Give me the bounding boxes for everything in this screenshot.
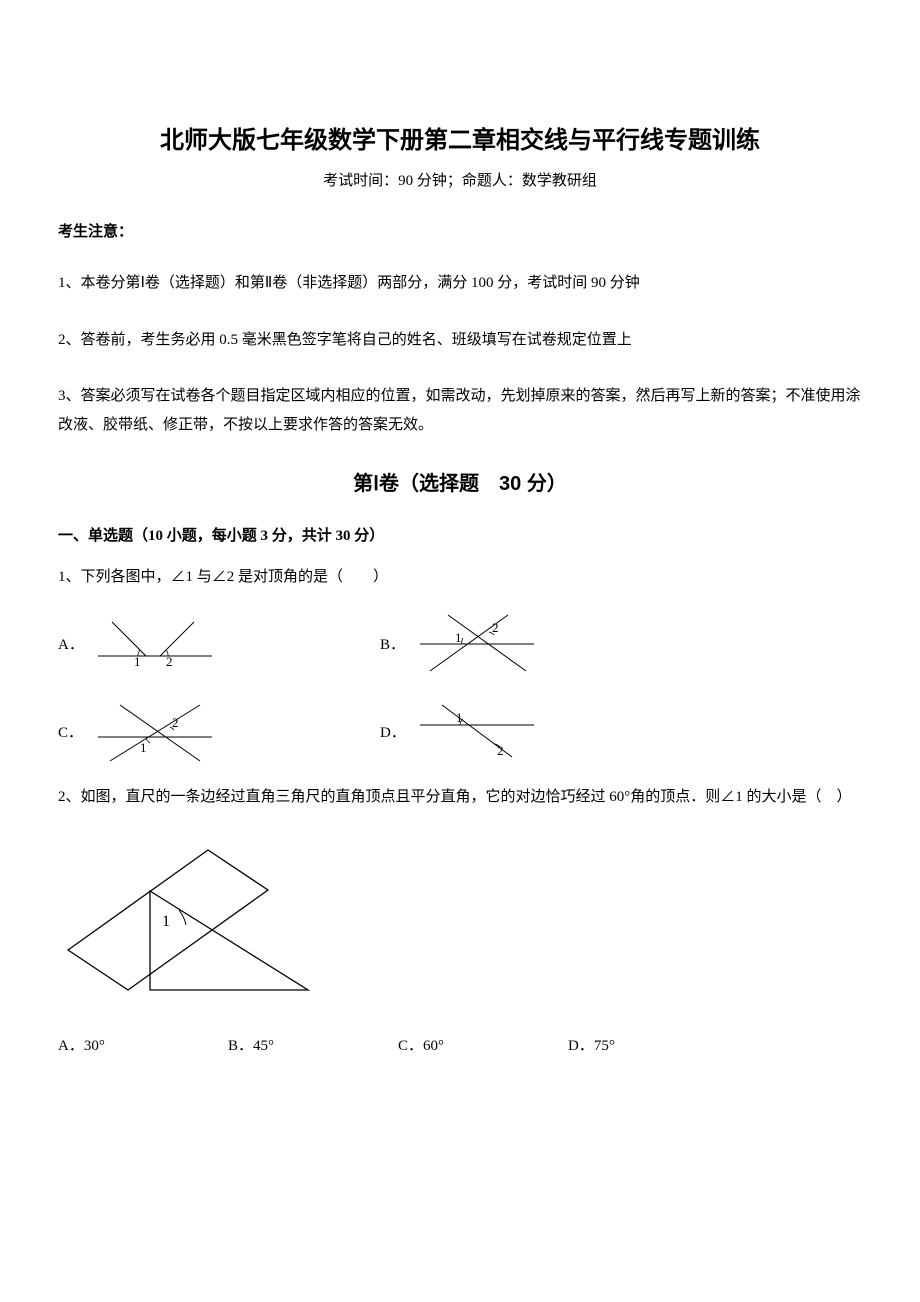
q1-option-b: B． 1 2 [380,609,542,679]
q1-label-b: B． [380,633,404,654]
q1-label-c: C． [58,721,82,742]
svg-text:1: 1 [134,654,141,669]
svg-text:1: 1 [162,913,170,930]
svg-text:1: 1 [140,740,147,755]
question-1-text: 1、下列各图中，∠1 与∠2 是对顶角的是（ ） [58,565,862,591]
question-2-text: 2、如图，直尺的一条边经过直角三角尺的直角顶点且平分直角，它的对边恰巧经过 60… [58,785,862,811]
q1-row-2: C． 1 2 D． 1 2 [58,697,862,767]
q2-option-c: C．60° [398,1034,568,1055]
page-title: 北师大版七年级数学下册第二章相交线与平行线专题训练 [58,120,862,155]
q2-option-b: B．45° [228,1034,398,1055]
q2-option-d: D．75° [568,1034,738,1055]
instruction-1: 1、本卷分第Ⅰ卷（选择题）和第Ⅱ卷（非选择题）两部分，满分 100 分，考试时间… [58,269,862,298]
q2-option-a: A．30° [58,1034,228,1055]
q1-label-d: D． [380,721,404,742]
svg-text:2: 2 [492,620,499,635]
q1-diagram-c: 1 2 [90,697,220,767]
q1-option-a: A． 1 2 [58,614,220,674]
svg-text:2: 2 [172,715,179,730]
svg-text:2: 2 [166,654,173,669]
q1-option-d: D． 1 2 [380,697,542,767]
svg-text:2: 2 [497,743,504,758]
svg-text:1: 1 [456,710,463,725]
q1-diagram-a: 1 2 [90,614,220,674]
svg-text:1: 1 [455,630,462,645]
subsection-1-header: 一、单选题（10 小题，每小题 3 分，共计 30 分） [58,524,862,545]
q1-row-1: A． 1 2 B． 1 2 [58,609,862,679]
q2-diagram-container: 1 [58,840,862,1010]
q2-diagram: 1 [58,840,318,1010]
instruction-3: 3、答案必须写在试卷各个题目指定区域内相应的位置，如需改动，先划掉原来的答案，然… [58,382,862,439]
q1-label-a: A． [58,633,82,654]
q1-diagram-b: 1 2 [412,609,542,679]
q1-option-c: C． 1 2 [58,697,220,767]
notice-header: 考生注意： [58,220,862,241]
page-subtitle: 考试时间：90 分钟；命题人：数学教研组 [58,169,862,190]
instruction-2: 2、答卷前，考生务必用 0.5 毫米黑色签字笔将自己的姓名、班级填写在试卷规定位… [58,326,862,355]
q2-options: A．30° B．45° C．60° D．75° [58,1034,862,1055]
q1-diagram-d: 1 2 [412,697,542,767]
section-1-header: 第Ⅰ卷（选择题 30 分） [58,467,862,496]
